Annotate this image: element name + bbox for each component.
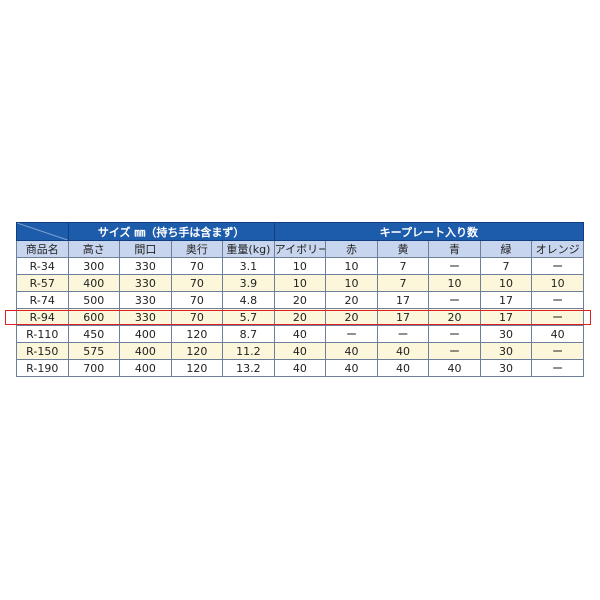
table-cell: ー <box>531 308 584 326</box>
table-cell: ー <box>376 325 430 343</box>
table-cell: 20 <box>273 308 327 326</box>
column-header: 間口 <box>119 240 172 258</box>
table-cell: R-34 <box>16 257 69 275</box>
column-header: 商品名 <box>16 240 69 258</box>
corner-cell <box>16 222 69 241</box>
table-cell: 40 <box>325 359 378 377</box>
table-cell: 70 <box>170 274 224 292</box>
table-cell: 17 <box>376 308 430 326</box>
table-cell: 5.7 <box>222 308 275 326</box>
table-cell: 70 <box>170 291 224 309</box>
table-cell: 330 <box>119 308 172 326</box>
table-row: R-110 450 400 120 8.7 40 ーーー 30 40 <box>16 325 584 343</box>
table-cell: 330 <box>119 274 172 292</box>
column-header: 緑 <box>479 240 533 258</box>
table-cell: 20 <box>325 308 378 326</box>
table-cell: 400 <box>67 274 121 292</box>
table-cell: R-110 <box>16 325 69 343</box>
table-cell: 400 <box>119 342 172 360</box>
table-cell: 20 <box>428 308 481 326</box>
table-cell: 400 <box>119 325 172 343</box>
table-cell: ー <box>531 257 584 275</box>
table-cell: 10 <box>479 274 533 292</box>
table-cell: 17 <box>479 308 533 326</box>
table-cell: 10 <box>325 257 378 275</box>
table-cell: R-150 <box>16 342 69 360</box>
table-cell: 30 <box>479 359 533 377</box>
plates-group-header: キープレート入り数 <box>273 222 585 241</box>
table-cell: 700 <box>67 359 121 377</box>
table-cell: 400 <box>119 359 172 377</box>
table-cell: 40 <box>531 325 584 343</box>
table-cell: ー <box>531 342 584 360</box>
table-cell: ー <box>531 359 584 377</box>
table-cell: 30 <box>479 342 533 360</box>
table-cell: ー <box>325 325 378 343</box>
table-cell: 3.9 <box>222 274 275 292</box>
table-cell: 40 <box>273 342 327 360</box>
table-cell: 500 <box>67 291 121 309</box>
column-header: 奥行 <box>170 240 224 258</box>
table-cell: 575 <box>67 342 121 360</box>
table-row: R-74 500 330 70 4.8 20 20 17 ー 17 ー <box>16 291 584 309</box>
table-cell: 10 <box>325 274 378 292</box>
table-cell: 20 <box>325 291 378 309</box>
table-cell: 120 <box>170 359 224 377</box>
table-cell: 11.2 <box>222 342 275 360</box>
table-cell: R-74 <box>16 291 69 309</box>
table-cell: 40 <box>325 342 378 360</box>
table-cell: 600 <box>67 308 121 326</box>
table-cell: 4.8 <box>222 291 275 309</box>
table-cell: 7 <box>376 257 430 275</box>
table-cell: 3.1 <box>222 257 275 275</box>
table-cell: 17 <box>479 291 533 309</box>
table-cell: ー <box>428 325 481 343</box>
table-cell: ー <box>531 291 584 309</box>
table-cell: 70 <box>170 257 224 275</box>
table-cell: 70 <box>170 308 224 326</box>
table-row: R-190 700 400 120 13.2 40 40 40 40 30 ー <box>16 359 584 377</box>
column-header: 高さ <box>67 240 121 258</box>
table-cell: 330 <box>119 257 172 275</box>
table-cell: 40 <box>273 359 327 377</box>
table-cell: 8.7 <box>222 325 275 343</box>
table-cell: ー <box>428 291 481 309</box>
table-cell: 10 <box>428 274 481 292</box>
column-header: 青 <box>428 240 481 258</box>
column-header: 赤 <box>325 240 378 258</box>
table-cell: 20 <box>273 291 327 309</box>
table-cell: 13.2 <box>222 359 275 377</box>
column-header: オレンジ <box>531 240 584 258</box>
table-cell: 10 <box>273 257 327 275</box>
table-cell: 10 <box>531 274 584 292</box>
table-cell: 30 <box>479 325 533 343</box>
table-cell: 40 <box>376 359 430 377</box>
table-cell: 40 <box>273 325 327 343</box>
table-cell: 7 <box>479 257 533 275</box>
table-cell: 10 <box>273 274 327 292</box>
table-row: R-94 600 330 70 5.7 20 20 17 20 17 ー <box>16 308 584 326</box>
table-cell: R-94 <box>16 308 69 326</box>
table-cell: 17 <box>376 291 430 309</box>
table-cell: ー <box>428 342 481 360</box>
size-group-header: サイズ ㎜（持ち手は含まず） <box>67 222 275 241</box>
table-cell: 300 <box>67 257 121 275</box>
column-header: 重量(kg) <box>222 240 275 258</box>
spec-table: サイズ ㎜（持ち手は含まず） キープレート入り数 商品名 高さ 間口 奥行 重量(kg)… <box>16 222 585 377</box>
table-cell: ー <box>428 257 481 275</box>
table-cell: R-190 <box>16 359 69 377</box>
table-cell: R-57 <box>16 274 69 292</box>
column-header: アイボリー <box>273 240 327 258</box>
table-row: R-34 300 330 70 3.1 10 10 7 ー 7 ー <box>16 257 584 275</box>
table-cell: 40 <box>376 342 430 360</box>
table-cell: 7 <box>376 274 430 292</box>
table-cell: 120 <box>170 325 224 343</box>
table-cell: 330 <box>119 291 172 309</box>
table-cell: 40 <box>428 359 481 377</box>
table-cell: 450 <box>67 325 121 343</box>
column-header: 黄 <box>376 240 430 258</box>
table-row: R-57 400 330 70 3.9 10 10 7 10 10 10 <box>16 274 584 292</box>
table-cell: 120 <box>170 342 224 360</box>
table-row: R-150 575 400 120 11.2 40 40 40 ー 30 ー <box>16 342 584 360</box>
